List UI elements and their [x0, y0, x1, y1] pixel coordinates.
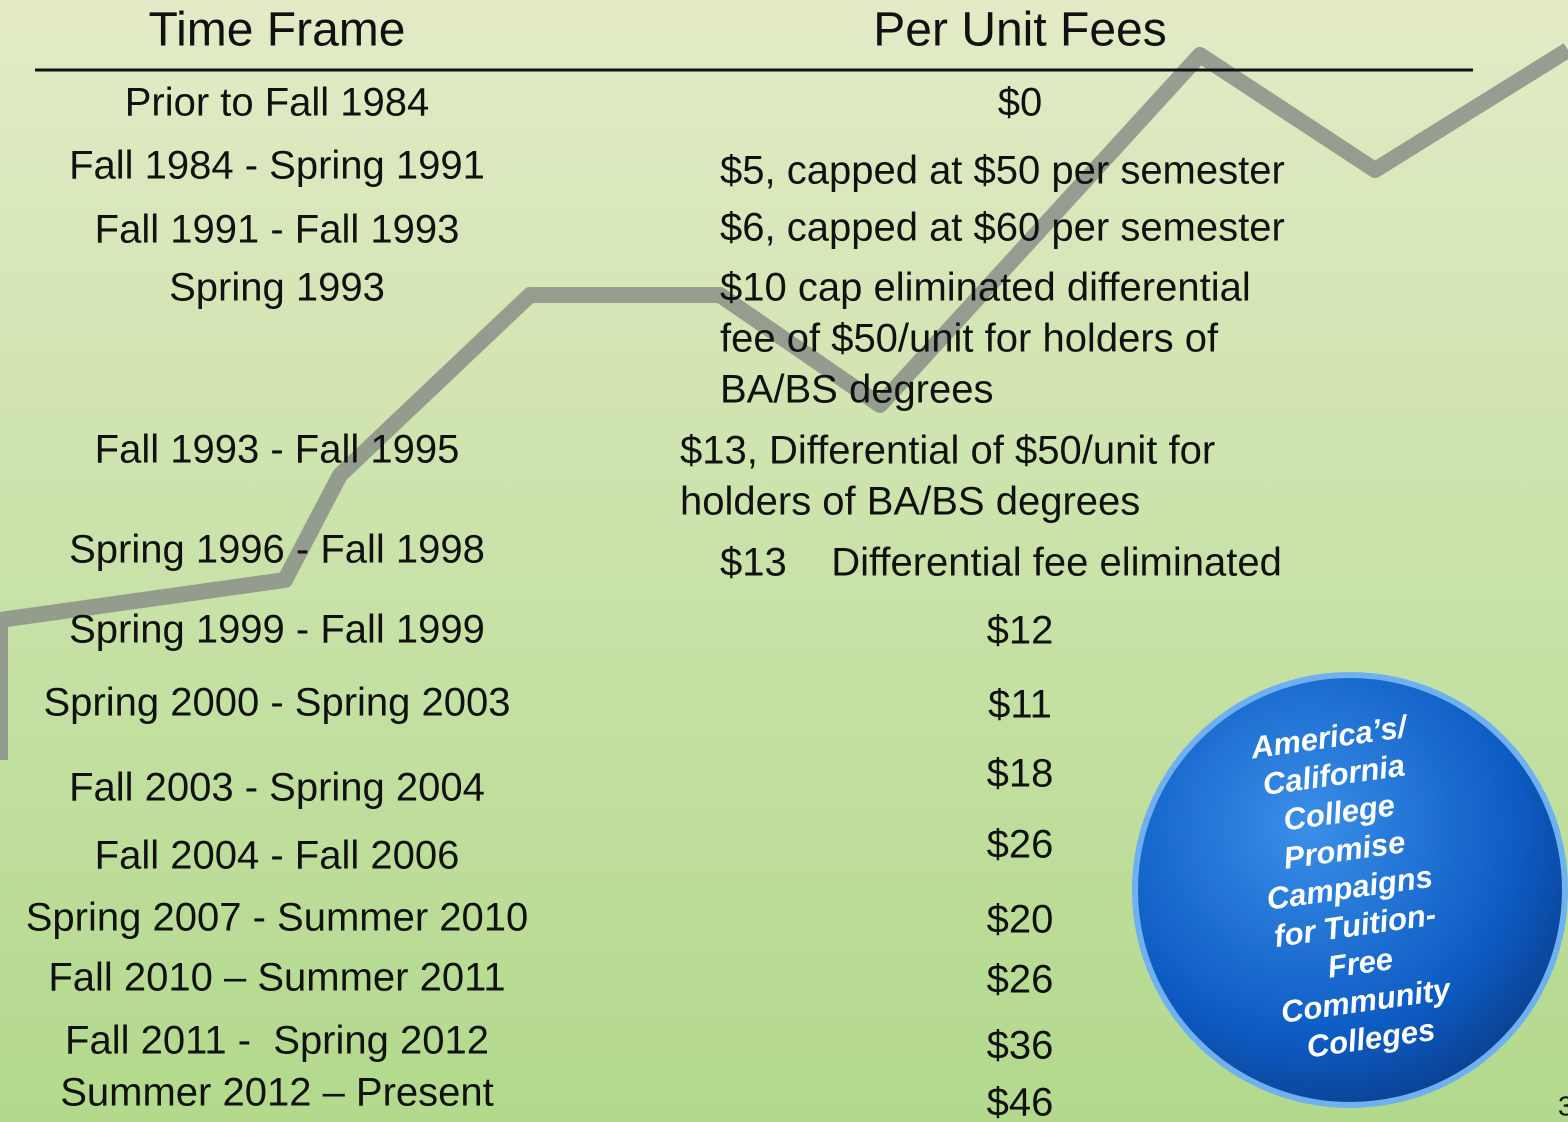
- fee: $12: [987, 609, 1054, 653]
- fee: $13 Differential fee eliminated: [720, 541, 1282, 585]
- fee: $5, capped at $50 per semester: [720, 149, 1285, 193]
- fee: $13, Differential of $50/unit for: [680, 429, 1215, 473]
- time-frame: Fall 1984 - Spring 1991: [69, 144, 485, 188]
- fee: $18: [987, 752, 1054, 796]
- fee: $0: [998, 81, 1043, 125]
- time-frame: Fall 1991 - Fall 1993: [95, 208, 460, 252]
- time-frame: Fall 2010 – Summer 2011: [48, 956, 505, 1000]
- time-frame: Prior to Fall 1984: [125, 81, 430, 125]
- fee: holders of BA/BS degrees: [680, 480, 1140, 524]
- fee: $46: [987, 1081, 1054, 1122]
- slide: Time Frame Per Unit Fees America’s/Calif…: [0, 0, 1568, 1122]
- fee: $26: [987, 958, 1054, 1002]
- fee: $26: [987, 823, 1054, 867]
- time-frame: Fall 2004 - Fall 2006: [95, 834, 460, 878]
- page-number: 3: [1558, 1090, 1568, 1121]
- column-header: Time Frame: [149, 4, 406, 57]
- time-frame: Fall 2003 - Spring 2004: [69, 766, 485, 810]
- column-header: Per Unit Fees: [873, 4, 1166, 57]
- fee: BA/BS degrees: [720, 368, 994, 412]
- time-frame: Spring 1999 - Fall 1999: [69, 608, 485, 652]
- time-frame: Spring 1993: [169, 266, 385, 310]
- fee: $11: [988, 683, 1052, 727]
- time-frame: Spring 2007 - Summer 2010: [26, 896, 529, 940]
- time-frame: Spring 1996 - Fall 1998: [69, 528, 485, 572]
- time-frame: Spring 2000 - Spring 2003: [44, 681, 511, 725]
- time-frame: Summer 2012 – Present: [60, 1071, 494, 1115]
- fee: $6, capped at $60 per semester: [720, 206, 1285, 250]
- fee: $36: [987, 1024, 1054, 1068]
- fee: $20: [987, 898, 1054, 942]
- fee: fee of $50/unit for holders of: [720, 317, 1219, 361]
- fee: $10 cap eliminated differential: [720, 266, 1251, 310]
- time-frame: Fall 1993 - Fall 1995: [95, 428, 460, 472]
- time-frame: Fall 2011 - Spring 2012: [65, 1019, 489, 1063]
